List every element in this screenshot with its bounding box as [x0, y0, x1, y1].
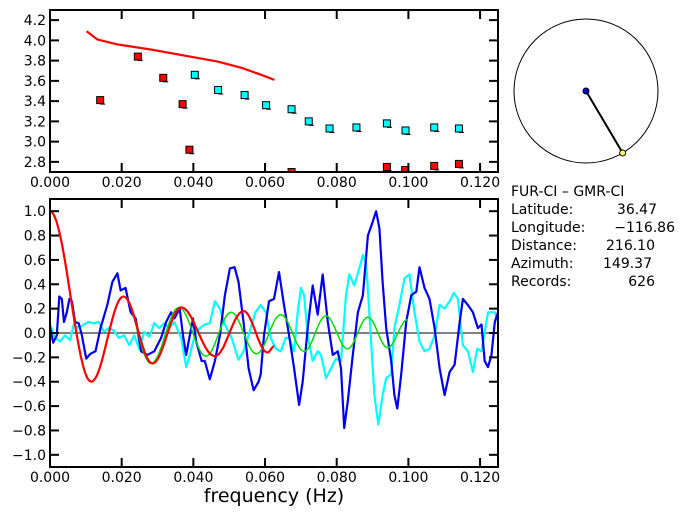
x-tick-label: 0.080: [317, 175, 357, 191]
data-layer: [50, 210, 498, 430]
cyan-point: [214, 85, 223, 94]
y-tick-label: 4.0: [24, 33, 46, 49]
y-tick-label: 3.8: [24, 54, 46, 70]
y-tick-label: 3.0: [24, 135, 46, 151]
red-point: [430, 161, 439, 170]
y-tick-label: 3.6: [24, 74, 46, 90]
x-tick-label: 0.120: [460, 175, 500, 191]
cyan-data-line: [50, 253, 498, 426]
longitude-label: Longitude:: [511, 220, 586, 236]
y-tick-label: −1.0: [12, 448, 46, 464]
blue-data-line: [50, 210, 498, 430]
y-tick-label: 4.2: [24, 13, 46, 29]
red-point: [382, 162, 391, 171]
station-center-dot: [582, 87, 590, 95]
azimuth-label: Azimuth:: [511, 256, 574, 272]
x-tick-label: 0.100: [388, 175, 428, 191]
y-tick-label: 0.6: [24, 253, 46, 269]
longitude-value: −116.86: [614, 220, 675, 236]
y-tick-label: 0.4: [24, 277, 46, 293]
azimuth-value: 149.37: [603, 256, 652, 272]
cyan-point: [287, 105, 296, 114]
x-tick-label: 0.000: [30, 175, 70, 191]
cyan-point: [325, 124, 334, 133]
phase-velocity-plot: 0.000 0.020 0.040 0.060 0.080 0.100 0.120 2.8 3.…: [24, 9, 500, 191]
station-end-dot: [619, 149, 627, 157]
red-point: [178, 100, 187, 109]
latitude-label: Latitude:: [511, 202, 574, 218]
latitude-value: 36.47: [616, 202, 657, 218]
cyan-point: [352, 123, 361, 132]
x-tick-label: 0.000: [30, 470, 70, 486]
y-tick-label: −0.4: [12, 375, 46, 391]
station-pair-title: FUR-CI – GMR-CI: [511, 184, 625, 200]
x-tick-label: 0.040: [173, 175, 213, 191]
cyan-point: [401, 126, 410, 135]
cyan-point: [454, 124, 463, 133]
y-tick-label: −0.8: [12, 423, 46, 439]
cyan-point: [304, 117, 313, 126]
x-axis-label: frequency (Hz): [204, 485, 344, 507]
red-model-line: [50, 210, 275, 383]
x-tick-label: 0.100: [388, 470, 428, 486]
y-tick-label: −0.2: [12, 350, 46, 366]
azimuth-plot: [513, 18, 659, 164]
records-value: 626: [628, 274, 655, 290]
x-tick-label: 0.020: [102, 470, 142, 486]
cyan-point: [262, 101, 271, 110]
red-point: [287, 168, 296, 172]
y-tick-label: 2.8: [24, 155, 46, 171]
x-tick-label: 0.080: [317, 470, 357, 486]
cyan-point: [190, 70, 199, 79]
azimuth-circle: [513, 18, 659, 164]
red-curve-line: [85, 30, 275, 81]
red-point: [159, 73, 168, 82]
red-point: [454, 159, 463, 168]
cyan-point: [430, 123, 439, 132]
y-tick-label: 3.2: [24, 114, 46, 130]
data-layer: [85, 30, 464, 172]
plot-frame: [49, 9, 499, 173]
y-tick-label: 3.4: [24, 94, 46, 110]
y-tick-label: −0.6: [12, 399, 46, 415]
records-label: Records:: [511, 274, 572, 290]
cyan-point: [240, 91, 249, 100]
x-tick-label: 0.060: [245, 175, 285, 191]
red-point: [185, 145, 194, 154]
red-point: [96, 96, 105, 105]
x-tick-label: 0.020: [102, 175, 142, 191]
coherency-plot: 0.000 0.020 0.040 0.060 0.080 0.100 0.120 −1.0 −…: [12, 198, 500, 507]
azimuth-line: [585, 90, 624, 154]
red-point: [133, 52, 142, 61]
y-tick-label: 0.8: [24, 229, 46, 245]
distance-label: Distance:: [511, 238, 577, 254]
y-tick-label: 1.0: [24, 204, 46, 220]
x-tick-label: 0.060: [245, 470, 285, 486]
y-tick-label: 0.2: [24, 302, 46, 318]
x-tick-label: 0.120: [460, 470, 500, 486]
distance-value: 216.10: [606, 238, 655, 254]
y-tick-label: 0.0: [24, 326, 46, 342]
x-tick-label: 0.040: [173, 470, 213, 486]
cyan-point: [382, 119, 391, 128]
